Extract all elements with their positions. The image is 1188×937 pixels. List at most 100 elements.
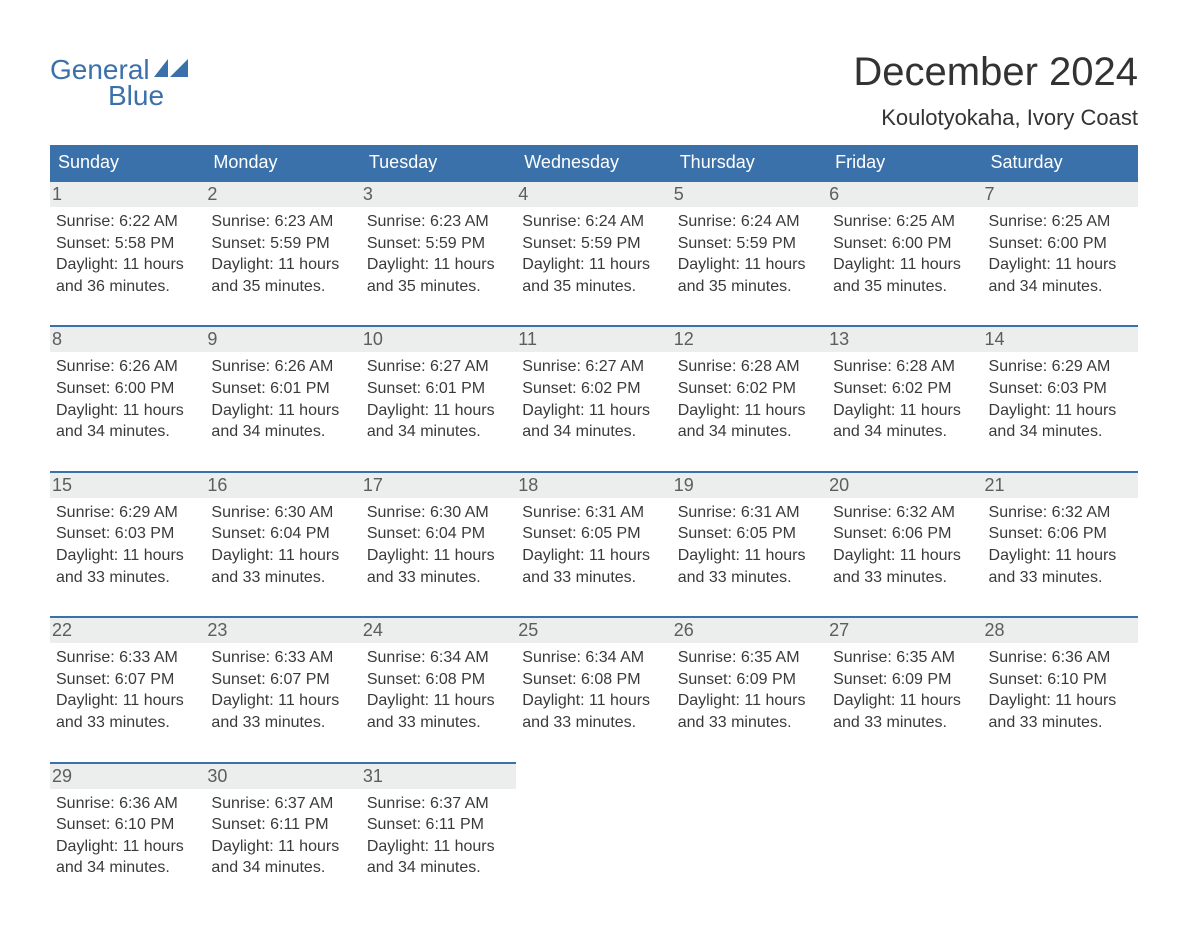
day-number: 15 <box>50 471 205 498</box>
daylight-line-1: Daylight: 11 hours <box>522 400 665 422</box>
sunset-line: Sunset: 6:10 PM <box>989 669 1132 691</box>
calendar-cell: 14 Sunrise: 6:29 AMSunset: 6:03 PMDayligh… <box>983 325 1138 470</box>
sunrise-line: Sunrise: 6:31 AM <box>678 502 821 524</box>
logo-word-2: Blue <box>108 80 164 111</box>
calendar-cell: 25Sunrise: 6:34 AMSunset: 6:08 PMDayligh… <box>516 616 671 761</box>
calendar-cell: 20Sunrise: 6:32 AMSunset: 6:06 PMDayligh… <box>827 471 982 616</box>
daylight-line-1: Daylight: 11 hours <box>211 545 354 567</box>
sunrise-line: Sunrise: 6:33 AM <box>211 647 354 669</box>
weekday-header: Tuesday <box>361 145 516 180</box>
daylight-line-2: and 34 minutes. <box>678 421 821 443</box>
day-number: 18 <box>516 471 671 498</box>
day-info: Sunrise: 6:35 AMSunset: 6:09 PMDaylight:… <box>678 647 821 733</box>
day-info: Sunrise: 6:29 AMSunset: 6:03 PMDaylight:… <box>989 356 1132 442</box>
daylight-line-1: Daylight: 11 hours <box>367 400 510 422</box>
weekday-header: Saturday <box>983 145 1138 180</box>
daylight-line-2: and 34 minutes. <box>367 857 510 879</box>
day-info: Sunrise: 6:22 AMSunset: 5:58 PMDaylight:… <box>56 211 199 297</box>
calendar-cell: 21Sunrise: 6:32 AMSunset: 6:06 PMDayligh… <box>983 471 1138 616</box>
sunset-line: Sunset: 6:02 PM <box>522 378 665 400</box>
daylight-line-2: and 34 minutes. <box>367 421 510 443</box>
daylight-line-2: and 33 minutes. <box>56 712 199 734</box>
sunrise-line: Sunrise: 6:29 AM <box>56 502 199 524</box>
weekday-header: Wednesday <box>516 145 671 180</box>
day-info: Sunrise: 6:33 AMSunset: 6:07 PMDaylight:… <box>56 647 199 733</box>
header: General Blue December 2024 Koulotyokaha,… <box>50 50 1138 131</box>
calendar-week-row: 22Sunrise: 6:33 AMSunset: 6:07 PMDayligh… <box>50 616 1138 761</box>
sunrise-line: Sunrise: 6:30 AM <box>211 502 354 524</box>
calendar-cell: 5Sunrise: 6:24 AMSunset: 5:59 PMDaylight… <box>672 180 827 325</box>
daylight-line-1: Daylight: 11 hours <box>678 254 821 276</box>
daylight-line-1: Daylight: 11 hours <box>989 545 1132 567</box>
calendar-cell: 27Sunrise: 6:35 AMSunset: 6:09 PMDayligh… <box>827 616 982 761</box>
daylight-line-2: and 33 minutes. <box>522 712 665 734</box>
daylight-line-2: and 33 minutes. <box>56 567 199 589</box>
calendar-week-row: 15Sunrise: 6:29 AMSunset: 6:03 PMDayligh… <box>50 471 1138 616</box>
sunset-line: Sunset: 5:59 PM <box>367 233 510 255</box>
daylight-line-1: Daylight: 11 hours <box>211 254 354 276</box>
sunrise-line: Sunrise: 6:26 AM <box>56 356 199 378</box>
calendar-cell <box>672 762 827 907</box>
day-number: 29 <box>50 762 205 789</box>
day-info: Sunrise: 6:30 AMSunset: 6:04 PMDaylight:… <box>211 502 354 588</box>
daylight-line-2: and 35 minutes. <box>678 276 821 298</box>
day-number: 4 <box>516 180 671 207</box>
title-block: December 2024 Koulotyokaha, Ivory Coast <box>853 50 1138 131</box>
daylight-line-1: Daylight: 11 hours <box>833 545 976 567</box>
daylight-line-2: and 34 minutes. <box>56 857 199 879</box>
sunset-line: Sunset: 6:11 PM <box>367 814 510 836</box>
sunrise-line: Sunrise: 6:26 AM <box>211 356 354 378</box>
weekday-header: Friday <box>827 145 982 180</box>
sunset-line: Sunset: 6:09 PM <box>833 669 976 691</box>
day-number: 14 <box>983 325 1138 352</box>
daylight-line-2: and 33 minutes. <box>211 712 354 734</box>
calendar-cell: 2Sunrise: 6:23 AMSunset: 5:59 PMDaylight… <box>205 180 360 325</box>
day-info: Sunrise: 6:27 AMSunset: 6:01 PMDaylight:… <box>367 356 510 442</box>
day-info: Sunrise: 6:37 AMSunset: 6:11 PMDaylight:… <box>211 793 354 879</box>
sunrise-line: Sunrise: 6:31 AM <box>522 502 665 524</box>
calendar-cell: 31Sunrise: 6:37 AMSunset: 6:11 PMDayligh… <box>361 762 516 907</box>
sunset-line: Sunset: 6:07 PM <box>211 669 354 691</box>
daylight-line-1: Daylight: 11 hours <box>56 690 199 712</box>
calendar-cell: 19Sunrise: 6:31 AMSunset: 6:05 PMDayligh… <box>672 471 827 616</box>
calendar-cell <box>516 762 671 907</box>
sunset-line: Sunset: 6:10 PM <box>56 814 199 836</box>
calendar-cell: 10Sunrise: 6:27 AMSunset: 6:01 PMDayligh… <box>361 325 516 470</box>
daylight-line-1: Daylight: 11 hours <box>522 545 665 567</box>
weekday-header: Monday <box>205 145 360 180</box>
sunset-line: Sunset: 6:02 PM <box>678 378 821 400</box>
sunrise-line: Sunrise: 6:22 AM <box>56 211 199 233</box>
calendar-cell: 24Sunrise: 6:34 AMSunset: 6:08 PMDayligh… <box>361 616 516 761</box>
day-number: 22 <box>50 616 205 643</box>
sunrise-line: Sunrise: 6:35 AM <box>678 647 821 669</box>
day-number: 20 <box>827 471 982 498</box>
day-info: Sunrise: 6:25 AMSunset: 6:00 PMDaylight:… <box>833 211 976 297</box>
flag-icon <box>154 56 188 76</box>
sunrise-line: Sunrise: 6:28 AM <box>678 356 821 378</box>
day-number: 12 <box>672 325 827 352</box>
sunset-line: Sunset: 6:06 PM <box>989 523 1132 545</box>
day-info: Sunrise: 6:26 AMSunset: 6:01 PMDaylight:… <box>211 356 354 442</box>
day-number: 6 <box>827 180 982 207</box>
sunset-line: Sunset: 6:11 PM <box>211 814 354 836</box>
daylight-line-1: Daylight: 11 hours <box>678 690 821 712</box>
calendar-cell: 17Sunrise: 6:30 AMSunset: 6:04 PMDayligh… <box>361 471 516 616</box>
daylight-line-2: and 35 minutes. <box>522 276 665 298</box>
day-number: 26 <box>672 616 827 643</box>
day-number: 16 <box>205 471 360 498</box>
day-number: 2 <box>205 180 360 207</box>
daylight-line-2: and 33 minutes. <box>833 567 976 589</box>
day-number: 24 <box>361 616 516 643</box>
daylight-line-1: Daylight: 11 hours <box>522 690 665 712</box>
day-number: 1 <box>50 180 205 207</box>
daylight-line-2: and 33 minutes. <box>211 567 354 589</box>
sunrise-line: Sunrise: 6:36 AM <box>989 647 1132 669</box>
calendar-table: SundayMondayTuesdayWednesdayThursdayFrid… <box>50 145 1138 907</box>
daylight-line-1: Daylight: 11 hours <box>56 545 199 567</box>
day-info: Sunrise: 6:34 AMSunset: 6:08 PMDaylight:… <box>522 647 665 733</box>
calendar-week-row: 29Sunrise: 6:36 AMSunset: 6:10 PMDayligh… <box>50 762 1138 907</box>
sunrise-line: Sunrise: 6:32 AM <box>989 502 1132 524</box>
day-number: 13 <box>827 325 982 352</box>
calendar-cell: 23Sunrise: 6:33 AMSunset: 6:07 PMDayligh… <box>205 616 360 761</box>
day-info: Sunrise: 6:28 AMSunset: 6:02 PMDaylight:… <box>678 356 821 442</box>
